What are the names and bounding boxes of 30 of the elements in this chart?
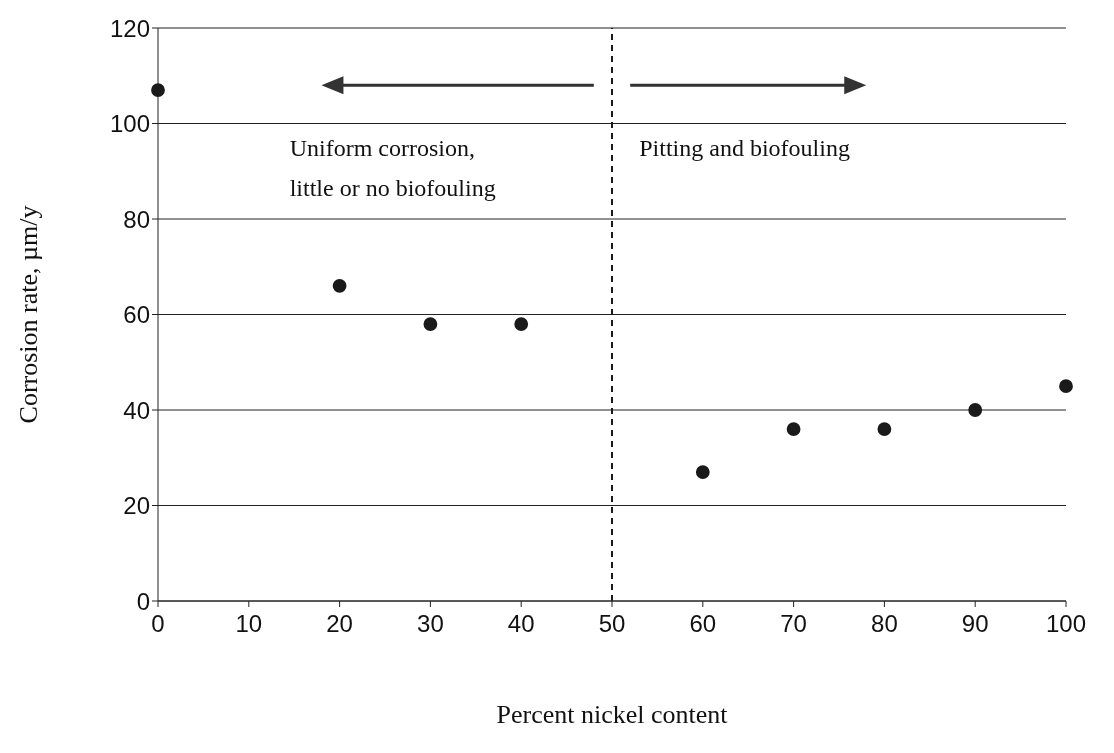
point [514,317,529,331]
y-tick-label: 60 [123,301,150,329]
point [1059,379,1073,394]
x-tick-label: 50 [598,610,626,638]
x-tick-label: 30 [417,610,444,638]
y-tick-label: 20 [123,492,150,520]
y-tick-label: 100 [109,110,150,138]
point [695,465,710,479]
annotation: Pitting and biofouling [639,134,851,164]
x-tick-label: 70 [780,610,807,638]
x-tick-label: 80 [871,610,898,638]
x-tick-label: 100 [1045,610,1087,638]
annotation: Uniform corrosion, little or no biofouling [289,134,497,204]
y-tick-label: 120 [109,14,150,42]
x-axis-title: Percent nickel content [496,700,729,729]
x-tick-label: 20 [326,610,353,638]
point [786,422,801,436]
x-tick-label: 40 [507,610,535,638]
point [877,422,892,436]
point [332,278,347,293]
y-tick-label: 0 [136,587,150,615]
y-tick-label: 80 [123,205,150,233]
point [968,403,983,417]
y-tick-label: 40 [123,396,150,424]
x-tick-label: 10 [235,610,263,638]
point [423,317,438,331]
point [151,83,165,97]
x-tick-label: 60 [689,610,717,638]
y-axis-title: Corrosion rate, µm/y [14,205,44,424]
x-tick-label: 90 [961,610,989,638]
